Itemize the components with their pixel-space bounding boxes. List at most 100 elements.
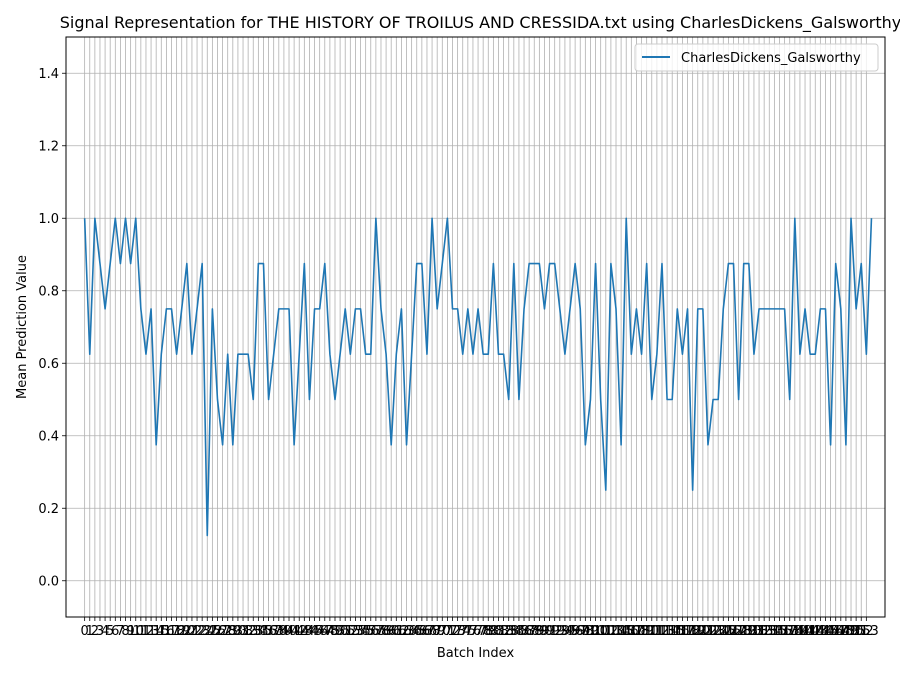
x-tick-label: 63 xyxy=(398,624,415,639)
x-tick-label: 51 xyxy=(337,624,354,639)
x-tick-label: 103 xyxy=(598,624,623,639)
x-tick-label: 46 xyxy=(311,624,328,639)
y-tick-label: 1.2 xyxy=(38,139,59,154)
x-tick-label: 144 xyxy=(808,624,833,639)
legend: CharlesDickens_Galsworthy xyxy=(634,43,879,72)
x-tick-label: 89 xyxy=(531,624,548,639)
x-tick-label: 73 xyxy=(449,624,466,639)
x-tick-label: 57 xyxy=(368,624,385,639)
axis-ticks: 0.00.20.40.60.81.01.21.40123456789101112… xyxy=(38,67,878,639)
x-tick-label: 29 xyxy=(225,624,242,639)
x-tick-label: 123 xyxy=(701,624,726,639)
series-layer xyxy=(83,217,873,537)
x-tick-label: 127 xyxy=(721,624,746,639)
x-tick-label: 2 xyxy=(91,624,99,639)
x-tick-label: 90 xyxy=(536,624,553,639)
legend-box xyxy=(634,43,879,72)
y-tick-label: 0.8 xyxy=(38,284,59,299)
x-tick-label: 74 xyxy=(454,624,471,639)
x-tick-label: 92 xyxy=(546,624,563,639)
x-tick-label: 48 xyxy=(322,624,339,639)
x-tick-label: 146 xyxy=(818,624,843,639)
x-tick-label: 134 xyxy=(757,624,782,639)
x-tick-label: 152 xyxy=(849,624,874,639)
x-tick-label: 105 xyxy=(609,624,634,639)
x-tick-label: 107 xyxy=(619,624,644,639)
x-tick-label: 93 xyxy=(552,624,569,639)
x-tick-label: 1 xyxy=(86,624,94,639)
x-tick-label: 135 xyxy=(762,624,787,639)
x-tick-label: 25 xyxy=(204,624,221,639)
x-tick-label: 19 xyxy=(173,624,190,639)
x-tick-label: 75 xyxy=(460,624,477,639)
x-tick-label: 55 xyxy=(357,624,374,639)
x-tick-label: 100 xyxy=(583,624,608,639)
x-tick-label: 70 xyxy=(434,624,451,639)
x-tick-label: 116 xyxy=(665,624,690,639)
x-tick-label: 3 xyxy=(96,624,104,639)
legend-label: CharlesDickens_Galsworthy xyxy=(681,51,861,66)
x-tick-label: 60 xyxy=(383,624,400,639)
x-tick-label: 112 xyxy=(644,624,669,639)
x-tick-label: 82 xyxy=(495,624,512,639)
x-tick-label: 129 xyxy=(731,624,756,639)
y-axis-label: Mean Prediction Value xyxy=(15,255,30,399)
x-tick-label: 148 xyxy=(828,624,853,639)
x-tick-label: 124 xyxy=(706,624,731,639)
x-tick-label: 17 xyxy=(163,624,180,639)
x-tick-label: 7 xyxy=(116,624,124,639)
x-tick-label: 99 xyxy=(582,624,599,639)
x-tick-label: 126 xyxy=(716,624,741,639)
x-tick-label: 95 xyxy=(562,624,579,639)
x-tick-label: 49 xyxy=(327,624,344,639)
x-tick-label: 15 xyxy=(153,624,170,639)
x-tick-label: 44 xyxy=(301,624,318,639)
x-tick-label: 31 xyxy=(235,624,252,639)
x-tick-label: 97 xyxy=(572,624,589,639)
x-tick-label: 0 xyxy=(81,624,89,639)
x-tick-label: 104 xyxy=(604,624,629,639)
x-tick-label: 71 xyxy=(439,624,456,639)
x-tick-label: 37 xyxy=(265,624,282,639)
x-tick-label: 59 xyxy=(378,624,395,639)
x-tick-label: 131 xyxy=(742,624,767,639)
x-tick-label: 147 xyxy=(823,624,848,639)
x-tick-label: 39 xyxy=(276,624,293,639)
x-tick-label: 130 xyxy=(736,624,761,639)
x-tick-label: 56 xyxy=(362,624,379,639)
x-tick-label: 20 xyxy=(179,624,196,639)
x-tick-label: 151 xyxy=(844,624,869,639)
y-tick-label: 1.0 xyxy=(38,212,59,227)
x-tick-label: 133 xyxy=(752,624,777,639)
x-tick-label: 110 xyxy=(634,624,659,639)
x-tick-label: 111 xyxy=(639,624,664,639)
x-tick-label: 16 xyxy=(158,624,175,639)
x-tick-label: 132 xyxy=(747,624,772,639)
x-tick-label: 121 xyxy=(690,624,715,639)
y-tick-label: 0.6 xyxy=(38,357,59,372)
x-tick-label: 64 xyxy=(403,624,420,639)
x-tick-label: 21 xyxy=(184,624,201,639)
x-tick-label: 38 xyxy=(271,624,288,639)
x-tick-label: 18 xyxy=(168,624,185,639)
x-tick-label: 68 xyxy=(424,624,441,639)
x-tick-label: 61 xyxy=(388,624,405,639)
x-tick-label: 5 xyxy=(106,624,114,639)
x-tick-label: 13 xyxy=(143,624,160,639)
x-tick-label: 53 xyxy=(347,624,364,639)
x-tick-label: 113 xyxy=(650,624,675,639)
x-tick-label: 78 xyxy=(475,624,492,639)
x-tick-label: 94 xyxy=(557,624,574,639)
x-tick-label: 54 xyxy=(352,624,369,639)
x-tick-label: 8 xyxy=(121,624,129,639)
x-tick-label: 26 xyxy=(209,624,226,639)
x-tick-label: 43 xyxy=(296,624,313,639)
chart-title: Signal Representation for THE HISTORY OF… xyxy=(60,13,900,33)
x-tick-label: 119 xyxy=(680,624,705,639)
grid-lines xyxy=(66,37,885,617)
x-tick-label: 23 xyxy=(194,624,211,639)
x-tick-label: 11 xyxy=(133,624,150,639)
x-tick-label: 77 xyxy=(470,624,487,639)
x-tick-label: 41 xyxy=(286,624,303,639)
x-tick-label: 50 xyxy=(332,624,349,639)
